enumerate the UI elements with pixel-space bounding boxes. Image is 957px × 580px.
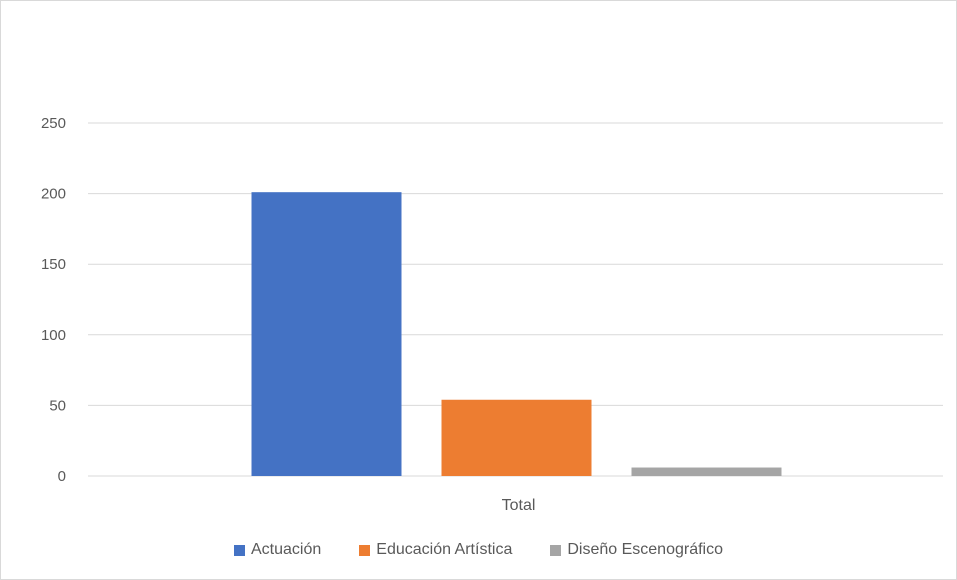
legend-label: Educación Artística [376,541,513,558]
x-axis-tick-labels: Total [502,497,536,514]
legend-swatch [359,544,371,556]
y-tick-label: 200 [41,186,66,203]
legend-item: Diseño Escenográfico [550,541,723,559]
y-axis-tick-labels: 0 50 100 150 200 250 [41,115,66,485]
legend-swatch [550,544,562,556]
bars [251,192,782,477]
y-tick-label: 150 [41,256,66,273]
y-tick-label: 0 [58,468,66,485]
legend-item: Educación Artística [359,541,512,559]
y-tick-label: 250 [41,115,66,132]
legend-label: Actuación [251,541,322,558]
bar-educaci-n-art-stica [441,399,592,476]
legend-item: Actuación [234,541,321,559]
gridlines [88,122,943,477]
y-tick-label: 50 [49,397,66,414]
y-tick-label: 100 [41,327,66,344]
bar-actuaci-n [251,192,402,477]
legend-label: Diseño Escenográfico [567,541,723,558]
legend: Actuación Educación Artística Diseño Escen… [0,538,957,562]
x-tick-label: Total [502,497,536,514]
legend-swatch [234,544,245,556]
bar-dise-o-escenogr-fico [631,467,782,476]
